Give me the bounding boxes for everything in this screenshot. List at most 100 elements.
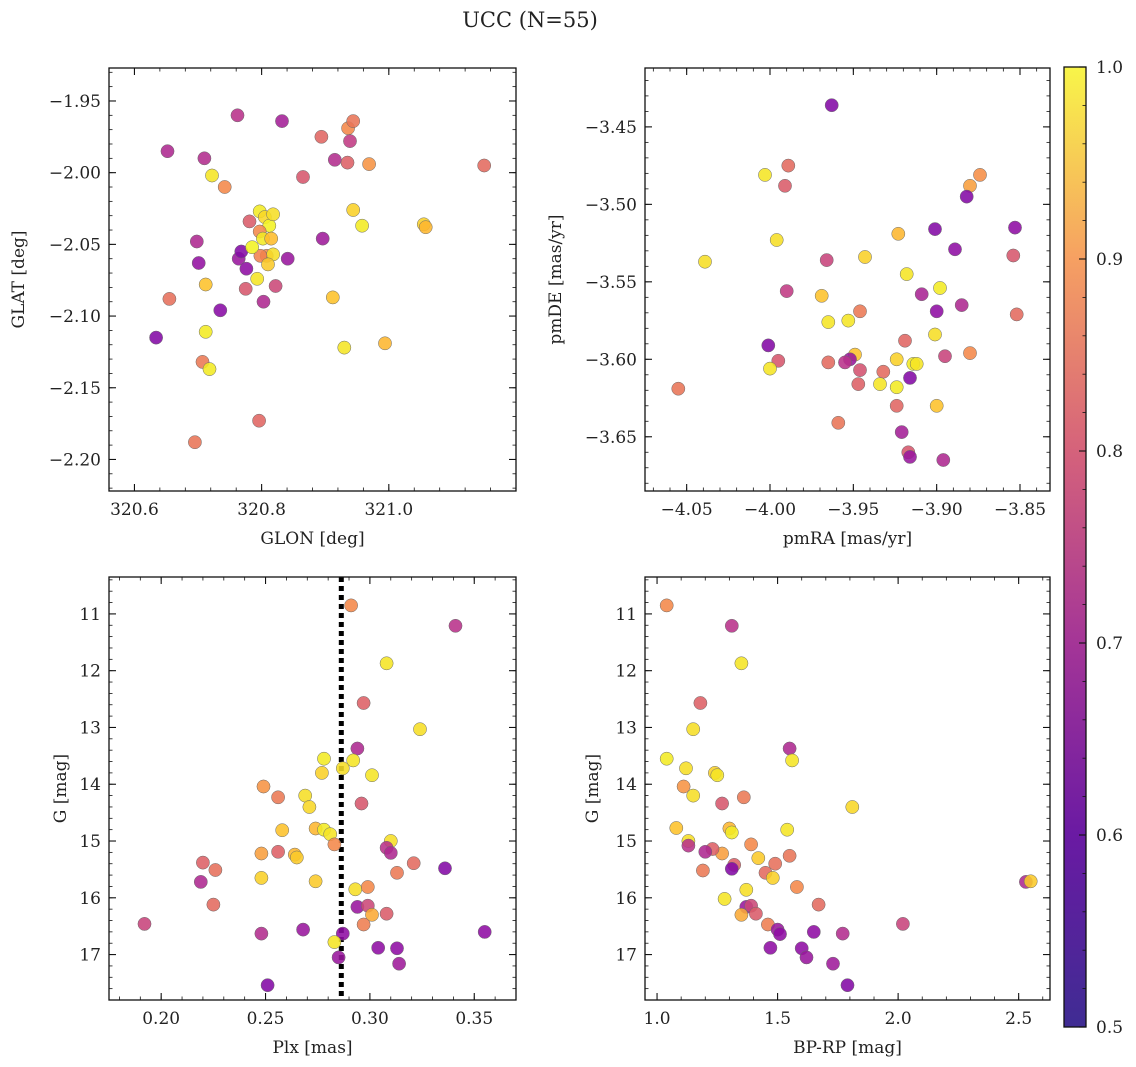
data-point [238, 281, 253, 296]
data-point [686, 788, 701, 803]
data-point [806, 925, 821, 939]
data-point [799, 950, 814, 965]
data-point [698, 844, 713, 859]
data-point [308, 874, 323, 889]
data-point [936, 453, 951, 467]
data-point [782, 848, 797, 863]
data-point [302, 800, 317, 814]
panel-plx-g: 0.20 0.25 0.30 0.35 11 12 13 14 15 16 17 Plx [mas] G… [51, 576, 517, 1058]
data-point [838, 355, 852, 370]
data-point [681, 838, 696, 853]
data-point [873, 377, 887, 391]
data-point [193, 875, 208, 889]
data-point [840, 978, 855, 993]
y-axis-label: G [mag] [583, 754, 603, 823]
data-point [390, 941, 404, 956]
data-point [959, 189, 974, 204]
y-tick-label: −2.10 [49, 307, 101, 327]
data-point [379, 906, 394, 921]
x-tick-label: −4.00 [744, 500, 796, 520]
y-tick-label: 11 [79, 605, 101, 625]
data-point [356, 696, 371, 710]
data-point [256, 779, 271, 794]
data-point [280, 251, 295, 266]
data-point [327, 837, 342, 852]
data-point [898, 333, 912, 348]
data-point [853, 363, 867, 377]
data-point [778, 178, 792, 193]
x-tick-label: 0.20 [142, 1009, 180, 1029]
data-point [749, 906, 763, 921]
data-point [162, 292, 177, 306]
data-point [765, 871, 780, 885]
data-point [365, 768, 379, 783]
colorbar-frame [1063, 66, 1087, 1028]
data-point [696, 863, 710, 878]
axes-frame [644, 67, 1051, 492]
data-point [858, 250, 872, 264]
data-point [973, 168, 987, 182]
colorbar-tick-label: 1.0 [1096, 58, 1123, 78]
data-point [889, 380, 904, 395]
data-point [266, 207, 280, 222]
data-point [734, 656, 749, 671]
data-point [1008, 220, 1022, 235]
data-point [928, 222, 942, 236]
data-point [348, 882, 363, 897]
x-tick-label: −3.95 [827, 500, 879, 520]
data-point [769, 233, 784, 247]
data-point [819, 253, 834, 267]
x-tick-label: 2.5 [1005, 1009, 1032, 1029]
data-point [736, 790, 751, 805]
data-point [928, 327, 942, 342]
data-point [780, 822, 795, 837]
data-point [773, 927, 787, 941]
data-point [160, 144, 175, 159]
y-tick-label: −3.65 [585, 428, 637, 448]
data-point [356, 917, 371, 932]
y-tick-label: −3.50 [585, 195, 637, 215]
data-point [261, 257, 275, 272]
data-point [724, 618, 739, 633]
data-point [189, 234, 204, 249]
data-point [826, 956, 840, 971]
data-point [254, 871, 269, 885]
data-point [346, 114, 361, 128]
y-tick-label: 15 [615, 832, 637, 852]
data-point [835, 926, 850, 941]
data-point [327, 152, 342, 167]
data-point [715, 796, 729, 811]
data-point [250, 271, 265, 286]
y-tick-label: 12 [615, 662, 637, 682]
data-point [744, 837, 758, 852]
data-point [196, 855, 210, 870]
data-point [213, 303, 228, 318]
x-tick-label: 2.0 [885, 1009, 912, 1029]
data-point [149, 330, 163, 345]
y-tick-label: −2.15 [49, 379, 101, 399]
data-point [758, 168, 772, 182]
x-axis-label: Plx [mas] [272, 1038, 352, 1058]
data-point [230, 108, 245, 123]
data-point [938, 349, 952, 364]
data-point [327, 935, 342, 949]
y-tick-label: 14 [79, 775, 101, 795]
data-point [275, 823, 290, 838]
data-point [734, 907, 749, 922]
data-point [845, 800, 860, 814]
data-point [761, 338, 776, 353]
data-point [379, 656, 394, 671]
data-point [679, 761, 693, 776]
data-point [188, 435, 202, 450]
data-point [763, 361, 777, 376]
data-point [693, 696, 708, 710]
data-point [438, 861, 452, 876]
data-point [821, 315, 836, 329]
x-tick-label: 320.8 [237, 500, 286, 520]
data-point [206, 897, 221, 912]
data-point [914, 287, 929, 302]
data-point [340, 155, 355, 170]
axes-frame [108, 67, 517, 492]
data-point [1006, 248, 1021, 263]
data-point [296, 170, 310, 184]
